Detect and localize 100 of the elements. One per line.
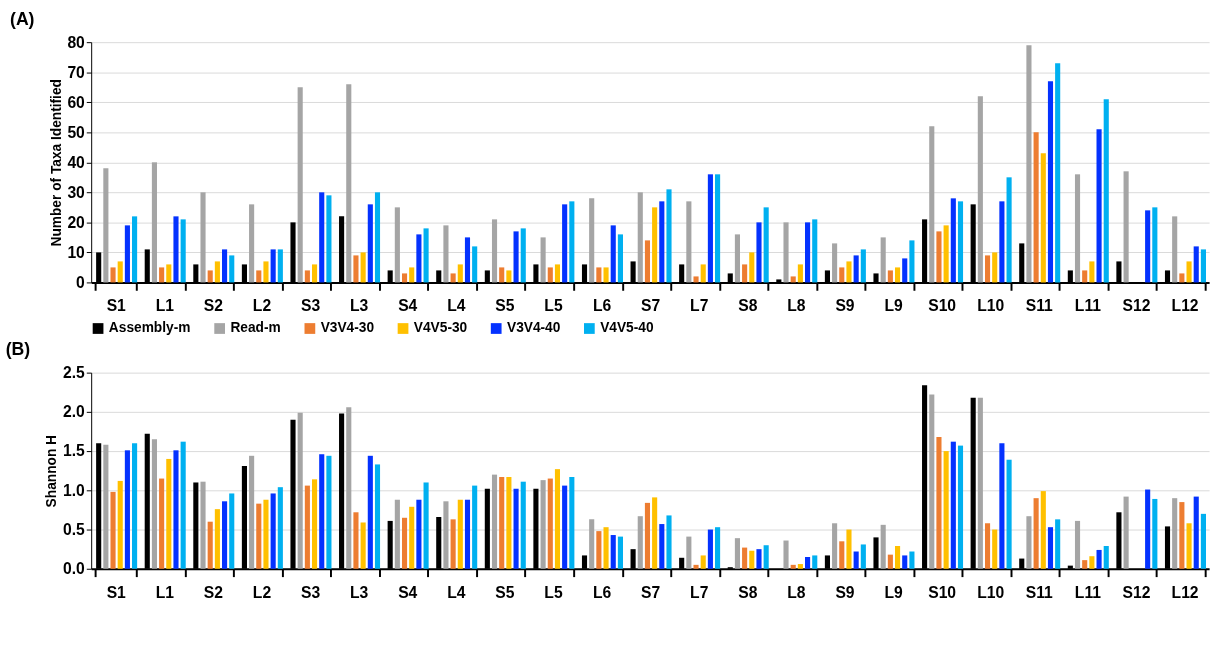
bar xyxy=(513,488,519,569)
bar xyxy=(749,550,755,569)
bar xyxy=(464,499,471,569)
bar xyxy=(1055,63,1061,283)
bar xyxy=(1082,560,1088,569)
bar xyxy=(1200,249,1206,283)
x-tick-label: L3 xyxy=(349,297,369,315)
bar xyxy=(832,243,838,283)
bar xyxy=(610,225,616,283)
bar xyxy=(763,207,769,283)
x-tick-label: S11 xyxy=(1025,297,1054,315)
bar xyxy=(637,192,643,283)
x-tick-label: L9 xyxy=(884,297,903,315)
y-axis-title: Shannon H xyxy=(44,434,60,508)
x-tick-label: S7 xyxy=(641,583,661,601)
bar xyxy=(1186,523,1192,569)
x-tick-label: S3 xyxy=(300,297,321,315)
bar xyxy=(734,234,740,283)
bar xyxy=(166,458,172,569)
x-tick-label: L10 xyxy=(977,297,1005,315)
x-tick-label: S8 xyxy=(738,583,758,601)
bar xyxy=(540,480,546,569)
x-tick-label: L6 xyxy=(592,297,612,315)
bar xyxy=(763,545,769,569)
x-tick-label: L2 xyxy=(252,297,272,315)
x-tick-label: S10 xyxy=(928,297,957,315)
bar xyxy=(1033,132,1039,283)
legend-label: V4V5-30 xyxy=(413,320,468,336)
bar xyxy=(1152,207,1158,283)
bar xyxy=(319,192,325,283)
bar xyxy=(749,252,755,283)
y-tick-label: 0.0 xyxy=(63,560,86,578)
bar xyxy=(229,493,235,569)
bar xyxy=(1172,216,1178,283)
bar xyxy=(1040,491,1046,569)
bar xyxy=(311,479,318,569)
y-tick-label: 0.5 xyxy=(63,520,86,538)
legend-label: V3V4-40 xyxy=(506,320,561,336)
bar xyxy=(270,493,276,569)
legend-label: Read-m xyxy=(230,320,281,336)
x-tick-label: S3 xyxy=(300,583,321,601)
bar xyxy=(1186,261,1192,283)
bar xyxy=(207,521,213,569)
bar xyxy=(589,519,595,569)
bar xyxy=(880,237,886,283)
bar xyxy=(880,524,886,569)
bar xyxy=(603,267,609,283)
x-tick-label: S10 xyxy=(928,583,957,601)
bar xyxy=(742,264,748,283)
x-tick-label: S7 xyxy=(641,297,661,315)
bar xyxy=(547,267,553,283)
x-tick-label: L8 xyxy=(787,583,806,601)
bar xyxy=(464,237,471,283)
bar xyxy=(124,450,130,569)
chart-title: (A) xyxy=(10,8,35,29)
x-tick-label: S5 xyxy=(495,297,515,315)
bar xyxy=(1193,496,1199,569)
bar xyxy=(450,519,456,569)
bar xyxy=(1055,519,1061,569)
y-axis-title: Number of Taxa Identified xyxy=(48,79,64,247)
x-tick-label: L1 xyxy=(155,297,175,315)
bar xyxy=(1179,273,1185,283)
bar xyxy=(159,478,165,569)
bar xyxy=(909,551,915,569)
bar xyxy=(367,204,373,283)
y-tick-label: 2.0 xyxy=(63,403,86,421)
bar xyxy=(902,555,908,569)
bar xyxy=(1103,546,1109,569)
x-tick-label: L2 xyxy=(252,583,272,601)
bar xyxy=(734,538,740,569)
bar xyxy=(443,225,449,283)
bar xyxy=(180,441,186,569)
bar xyxy=(617,536,623,569)
bar xyxy=(117,261,123,283)
bar xyxy=(957,445,964,569)
bar xyxy=(491,219,498,283)
bar xyxy=(540,237,546,283)
x-tick-label: L9 xyxy=(884,583,903,601)
bar xyxy=(409,267,415,283)
bar xyxy=(1193,246,1199,283)
bar xyxy=(222,249,228,283)
bar xyxy=(756,549,762,569)
bar xyxy=(950,441,956,569)
x-tick-label: L12 xyxy=(1171,583,1199,601)
legend-label: V4V5-40 xyxy=(600,320,654,336)
bar xyxy=(790,276,796,283)
bar xyxy=(700,555,706,569)
bar xyxy=(229,255,235,283)
x-tick-label: L10 xyxy=(977,583,1005,601)
bar xyxy=(124,225,130,283)
bar xyxy=(132,443,138,569)
y-tick-label: 10 xyxy=(67,243,86,261)
bar xyxy=(222,501,228,569)
bar xyxy=(499,476,505,569)
bar xyxy=(805,557,811,569)
bar xyxy=(443,501,449,569)
bar xyxy=(860,249,866,283)
bar xyxy=(416,234,422,283)
bar xyxy=(554,469,561,569)
y-tick-label: 70 xyxy=(67,63,86,81)
